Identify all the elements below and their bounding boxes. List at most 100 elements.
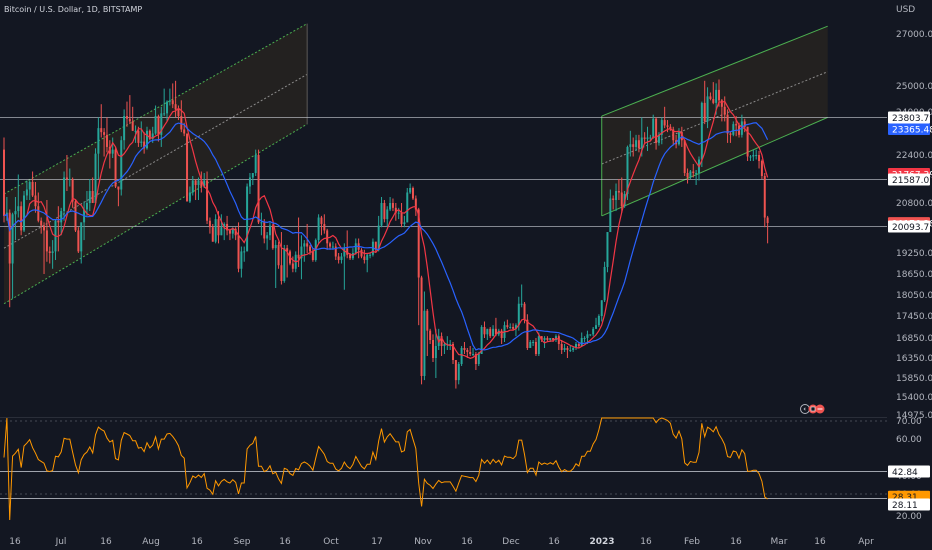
candle-body — [11, 214, 14, 264]
candle-body — [523, 303, 526, 320]
candle-body — [420, 277, 423, 376]
candle-body — [577, 344, 580, 346]
candle-body — [492, 328, 495, 337]
candle-body — [20, 206, 23, 231]
candle-body — [406, 192, 409, 223]
ma-slow-tag: 23365.48 — [892, 126, 932, 136]
candle-body — [718, 89, 720, 101]
horizontal-levels[interactable] — [0, 117, 887, 227]
candle-body — [760, 161, 763, 176]
candle-body — [494, 328, 497, 335]
candle-body — [100, 128, 103, 133]
candle-body — [68, 179, 71, 180]
candle-body — [203, 180, 206, 187]
candle-body — [291, 263, 294, 269]
candle-body — [146, 130, 148, 149]
channel-fill — [4, 23, 308, 304]
candle-body — [563, 348, 566, 350]
candle-body — [237, 235, 240, 269]
candle-body — [17, 206, 20, 212]
candle-body — [266, 235, 269, 239]
candle-body — [597, 316, 600, 326]
candle-body — [663, 120, 666, 126]
candle-body — [314, 240, 317, 260]
candle-body — [434, 346, 437, 358]
candle-body — [600, 300, 603, 316]
candle-body — [672, 129, 675, 141]
rsi-tick-label: 60.00 — [896, 435, 922, 445]
candle-body — [606, 232, 609, 267]
candle-body — [652, 118, 655, 138]
time-tick-label: Nov — [414, 537, 432, 547]
candle-body — [177, 109, 180, 117]
candle-body — [517, 303, 520, 326]
candle-body — [612, 198, 615, 200]
candle-body — [409, 188, 412, 193]
candle-body — [23, 195, 26, 231]
candle-body — [580, 338, 583, 346]
candle-body — [57, 220, 60, 223]
candle-body — [123, 116, 126, 141]
candle-body — [417, 209, 420, 278]
candle-body — [268, 225, 271, 236]
candle-body — [463, 348, 466, 350]
candle-body — [735, 124, 738, 126]
time-axis[interactable]: 16 Jul 16 Aug 16 Sep 16 Oct 17 Nov 16 Dec 16 2023 16 Fe… — [9, 537, 874, 547]
price-tick-label: 15850.00 — [896, 374, 932, 384]
time-tick-label: 16 — [279, 537, 291, 547]
candle-body — [729, 133, 732, 135]
candle-body — [280, 265, 283, 281]
price-tick-label: 14975.00 — [896, 411, 932, 421]
candle-body — [326, 230, 329, 244]
flag-icon[interactable] — [800, 404, 826, 414]
candle-body — [223, 223, 226, 228]
candle-body — [749, 156, 752, 158]
price-axis[interactable]: USD 27000.0025000.0024000.0022400.002080… — [896, 5, 932, 421]
candle-body — [186, 133, 189, 202]
rsi-pane[interactable] — [0, 417, 887, 521]
channel-fill — [601, 26, 828, 216]
candle-body — [97, 128, 100, 154]
candle-body — [763, 176, 766, 218]
candle-body — [71, 179, 74, 202]
price-tick-label: 16850.00 — [896, 334, 932, 344]
level-tag-bg — [888, 111, 930, 124]
candle-body — [560, 344, 563, 350]
candle-body — [715, 89, 718, 103]
channel-lower-line — [601, 116, 828, 217]
candle-body — [274, 244, 277, 249]
candle-body — [766, 217, 769, 223]
candle-body — [486, 328, 489, 335]
candle-body — [125, 116, 128, 119]
candle-body — [228, 230, 231, 234]
time-tick-label: 16 — [730, 537, 742, 547]
candle-body — [758, 155, 761, 161]
candle-body — [171, 100, 174, 105]
candle-body — [40, 220, 43, 226]
candle-body — [626, 146, 629, 194]
candle-body — [457, 364, 460, 381]
candle-body — [366, 254, 369, 260]
rsi-level-tag: 42.84 — [892, 468, 918, 478]
candle-body — [394, 207, 397, 213]
symbol-title[interactable]: Bitcoin / U.S. Dollar, 1D, BITSTAMP — [4, 5, 143, 14]
candle-body — [695, 173, 698, 174]
candle-body — [655, 118, 658, 143]
rsi-tick-label: 70.00 — [896, 417, 922, 427]
rsi-line — [3, 417, 768, 521]
candle-body — [629, 144, 632, 147]
candle-body — [726, 114, 729, 134]
candle-body — [374, 241, 377, 250]
candle-body — [343, 248, 346, 257]
candle-body — [120, 140, 123, 190]
time-tick-label: 16 — [640, 537, 652, 547]
candle-body — [506, 325, 509, 327]
candle-body — [283, 248, 286, 281]
level-tag: 21587.02 — [892, 176, 932, 186]
candle-body — [206, 180, 209, 221]
candle-body — [320, 217, 323, 224]
candle-body — [168, 100, 171, 102]
candle-body — [243, 251, 246, 253]
candle-body — [114, 149, 117, 187]
